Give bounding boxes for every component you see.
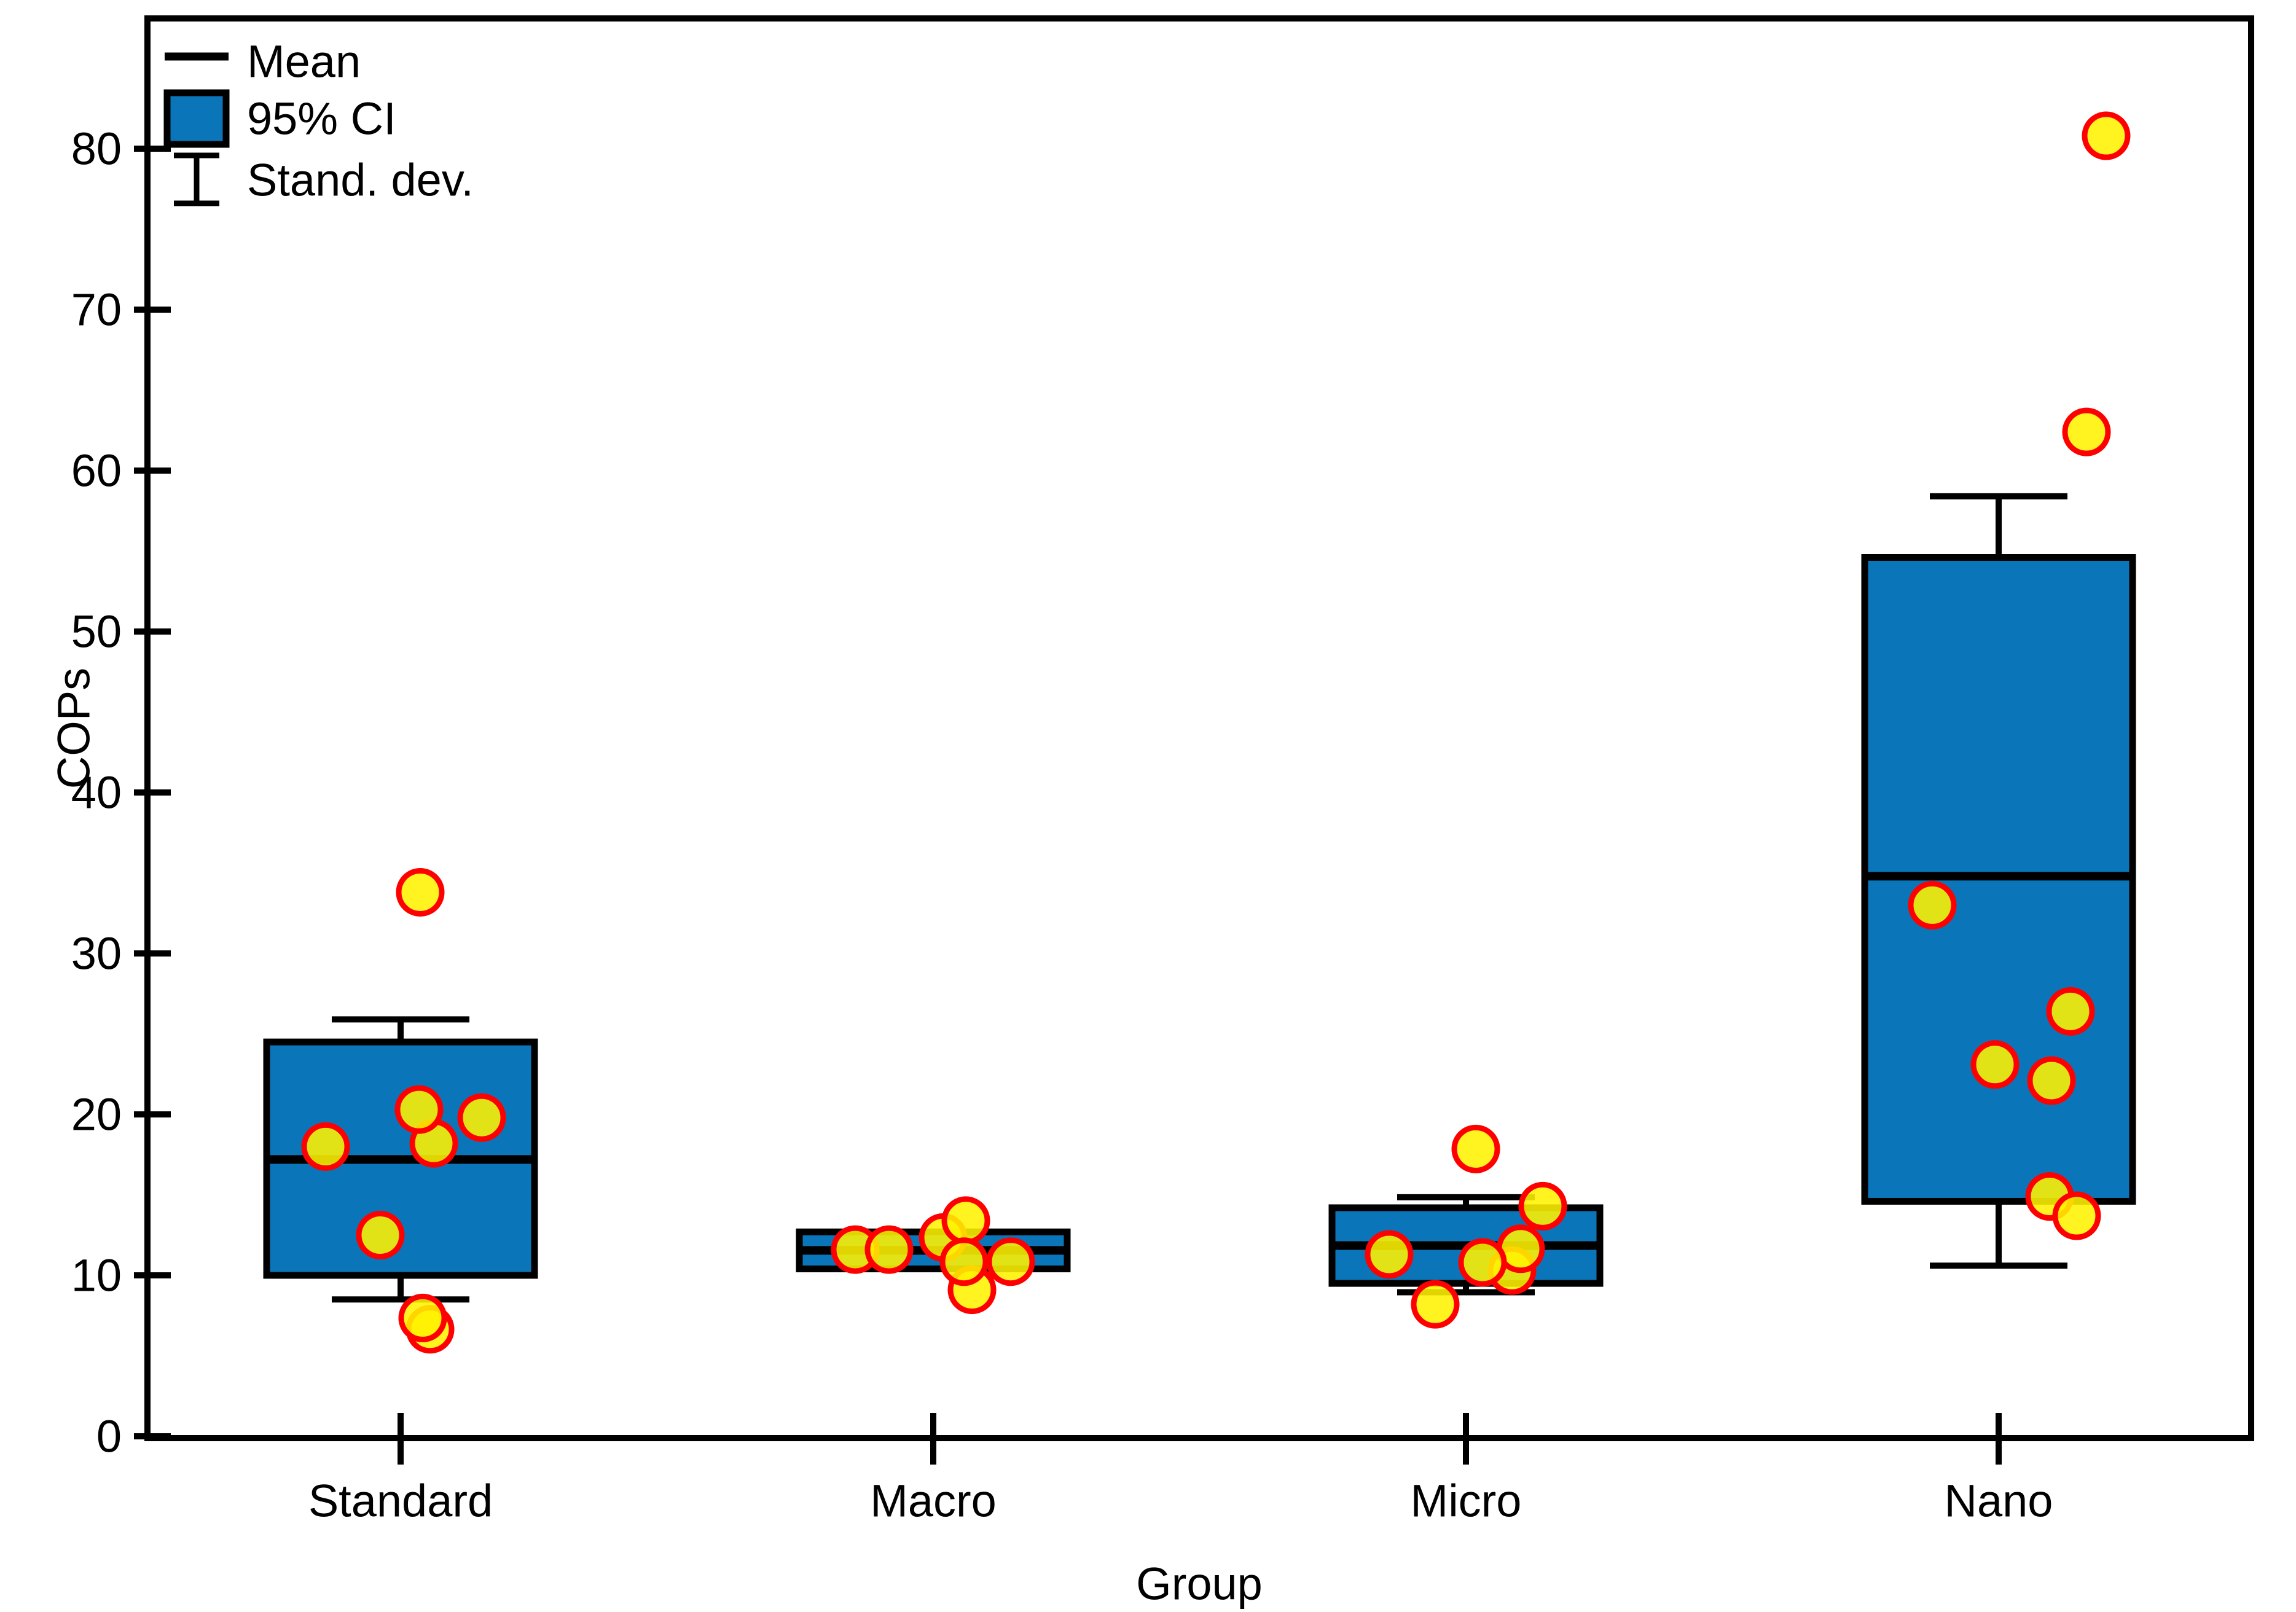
data-point (1518, 1181, 1567, 1231)
legend-ci-box-symbol (163, 89, 230, 148)
data-point (864, 1225, 914, 1274)
y-axis (134, 146, 171, 1439)
x-axis-title: Group (1136, 1559, 1263, 1610)
group-macro (796, 1196, 1071, 1315)
data-point (394, 1085, 444, 1134)
x-axis (398, 1413, 2002, 1465)
y-tick-label: 50 (71, 606, 122, 657)
x-category-label: Standard (308, 1476, 493, 1527)
data-point (2052, 1191, 2101, 1240)
y-tick-label: 60 (71, 445, 122, 496)
y-tick-label: 0 (96, 1411, 122, 1462)
legend-label: Mean (247, 36, 361, 87)
data-point (1458, 1238, 1507, 1287)
data-point (301, 1122, 350, 1171)
data-point (939, 1237, 989, 1286)
y-tick-label: 40 (71, 767, 122, 818)
x-category-label: Macro (870, 1476, 997, 1527)
data-point (457, 1093, 506, 1142)
legend (163, 52, 230, 206)
y-tick-label: 30 (71, 928, 122, 979)
data-point (1970, 1040, 2020, 1089)
group-nano (1861, 111, 2136, 1269)
legend-label: Stand. dev. (247, 155, 474, 206)
y-tick-label: 10 (71, 1250, 122, 1301)
y-tick-label: 20 (71, 1089, 122, 1140)
data-point (1411, 1280, 1460, 1329)
data-point (396, 867, 445, 917)
legend-label: 95% CI (247, 93, 396, 144)
y-axis-title: COPs (49, 668, 100, 789)
y-tick-label: 70 (71, 284, 122, 335)
data-point (1365, 1230, 1414, 1279)
x-category-label: Nano (1945, 1476, 2053, 1527)
group-micro (1328, 1124, 1604, 1329)
data-point (356, 1211, 405, 1259)
data-point (1908, 880, 1957, 929)
data-point (1451, 1124, 1500, 1173)
data-point (986, 1237, 1035, 1286)
data-point (2046, 987, 2095, 1036)
group-standard (263, 867, 538, 1354)
data-point (2027, 1056, 2076, 1105)
data-point (2082, 111, 2131, 160)
data-point (398, 1293, 447, 1342)
data-point (2062, 407, 2111, 456)
x-category-label: Micro (1411, 1476, 1522, 1527)
y-tick-label: 80 (71, 123, 122, 174)
data-point (941, 1196, 990, 1245)
plot-frame (144, 15, 2254, 1441)
